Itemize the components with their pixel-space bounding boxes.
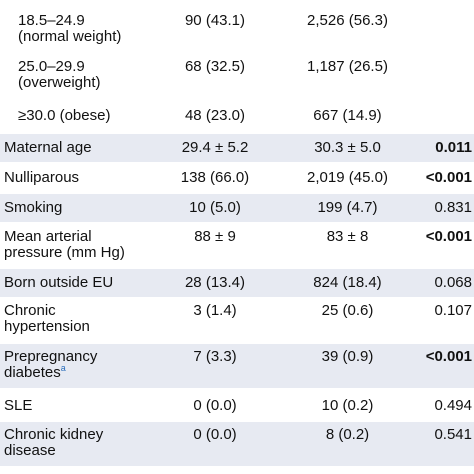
p-value: 0.107 bbox=[434, 302, 472, 319]
group1-value: 28 (13.4) bbox=[184, 274, 246, 291]
row-label-line: ≥30.0 (obese) bbox=[18, 107, 111, 124]
group1-value: 90 (43.1) bbox=[184, 12, 246, 29]
group1-value: 10 (5.0) bbox=[189, 199, 241, 216]
group1-value: 3 (1.4) bbox=[193, 302, 237, 319]
row-label: Born outside EU bbox=[4, 275, 113, 291]
row-label-line: hypertension bbox=[4, 318, 90, 335]
p-value: 0.011 bbox=[435, 139, 472, 156]
row-label-line: Chronic kidney bbox=[4, 426, 104, 443]
group2-value: 8 (0.2) bbox=[325, 426, 370, 443]
group1-value: 48 (23.0) bbox=[184, 107, 246, 124]
group2-value: 667 (14.9) bbox=[313, 107, 382, 124]
row-label: Maternal age bbox=[4, 140, 92, 156]
table-row: Chronic hypertension 3 (1.4) 25 (0.6) 0.107 bbox=[0, 298, 474, 342]
group1-value: 29.4 ± 5.2 bbox=[181, 139, 249, 156]
table-row: SLE 0 (0.0) 10 (0.2) 0.494 bbox=[0, 392, 474, 420]
row-label: 25.0–29.9 (overweight) bbox=[18, 59, 101, 91]
table-row: 18.5–24.9 (normal weight) 90 (43.1) 2,526 (… bbox=[0, 8, 474, 52]
row-label: 18.5–24.9 (normal weight) bbox=[18, 13, 121, 45]
group1-value: 0 (0.0) bbox=[193, 426, 237, 443]
row-label-line: 18.5–24.9 bbox=[18, 12, 85, 29]
table-row: Mean arterial pressure (mm Hg) 88 ± 9 83 ± … bbox=[0, 224, 474, 268]
row-label: Prepregnancy diabetesa bbox=[4, 349, 97, 381]
row-label: Nulliparous bbox=[4, 170, 79, 186]
group2-value: 2,019 (45.0) bbox=[307, 169, 388, 186]
row-label-line: (normal weight) bbox=[18, 28, 122, 45]
p-value: 0.831 bbox=[434, 199, 472, 216]
table-row: Born outside EU 28 (13.4) 824 (18.4) 0.068 bbox=[0, 269, 474, 297]
footnote-marker[interactable]: a bbox=[60, 363, 66, 373]
group1-value: 138 (66.0) bbox=[180, 169, 250, 186]
table-row: Smoking 10 (5.0) 199 (4.7) 0.831 bbox=[0, 194, 474, 222]
table-row: ≥30.0 (obese) 48 (23.0) 667 (14.9) bbox=[0, 101, 474, 131]
group1-value: 0 (0.0) bbox=[193, 397, 237, 414]
p-value: <0.001 bbox=[425, 348, 472, 365]
group2-value: 2,526 (56.3) bbox=[307, 12, 388, 29]
table-row: Chronic kidney disease 0 (0.0) 8 (0.2) 0.541 bbox=[0, 422, 474, 466]
group2-value: 824 (18.4) bbox=[313, 274, 382, 291]
group2-value: 25 (0.6) bbox=[321, 302, 374, 319]
row-label: SLE bbox=[4, 398, 32, 414]
table-row: Nulliparous 138 (66.0) 2,019 (45.0) <0.001 bbox=[0, 163, 474, 193]
row-label-line: Prepregnancy bbox=[4, 348, 98, 365]
row-label-line: Maternal age bbox=[4, 139, 92, 156]
row-label-line: (overweight) bbox=[18, 74, 101, 91]
row-label-line: SLE bbox=[4, 397, 33, 414]
row-label-line: Born outside EU bbox=[4, 274, 114, 291]
row-label-line: Mean arterial bbox=[4, 228, 92, 245]
group2-value: 30.3 ± 5.0 bbox=[314, 139, 381, 156]
group1-value: 68 (32.5) bbox=[184, 58, 246, 75]
group2-value: 199 (4.7) bbox=[317, 199, 378, 216]
group2-value: 39 (0.9) bbox=[321, 348, 374, 365]
group2-value: 1,187 (26.5) bbox=[307, 58, 388, 75]
row-label-line: disease bbox=[4, 442, 56, 459]
p-value: 0.494 bbox=[434, 397, 472, 414]
group1-value: 7 (3.3) bbox=[193, 348, 237, 365]
row-label: Chronic kidney disease bbox=[4, 427, 103, 459]
p-value: 0.068 bbox=[434, 274, 472, 291]
group2-value: 83 ± 8 bbox=[326, 228, 369, 245]
row-label-line: Smoking bbox=[4, 199, 63, 216]
row-label-line: Chronic bbox=[4, 302, 56, 319]
row-label-line: 25.0–29.9 bbox=[18, 58, 85, 75]
group2-value: 10 (0.2) bbox=[321, 397, 374, 414]
row-label-line: pressure (mm Hg) bbox=[4, 244, 125, 261]
p-value: <0.001 bbox=[425, 228, 472, 245]
row-label: ≥30.0 (obese) bbox=[18, 108, 110, 124]
p-value: <0.001 bbox=[425, 169, 472, 186]
row-label-line: diabetesa bbox=[4, 363, 66, 381]
group1-value: 88 ± 9 bbox=[194, 228, 236, 245]
table-row: Prepregnancy diabetesa 7 (3.3) 39 (0.9) <0.0… bbox=[0, 344, 474, 388]
row-label: Chronic hypertension bbox=[4, 303, 90, 335]
p-value: 0.541 bbox=[434, 426, 472, 443]
row-label: Smoking bbox=[4, 200, 62, 216]
row-label: Mean arterial pressure (mm Hg) bbox=[4, 229, 125, 261]
table-row: Maternal age 29.4 ± 5.2 30.3 ± 5.0 0.011 bbox=[0, 134, 474, 162]
table-row: 25.0–29.9 (overweight) 68 (32.5) 1,187 (26.… bbox=[0, 54, 474, 98]
row-label-line: Nulliparous bbox=[4, 169, 80, 186]
